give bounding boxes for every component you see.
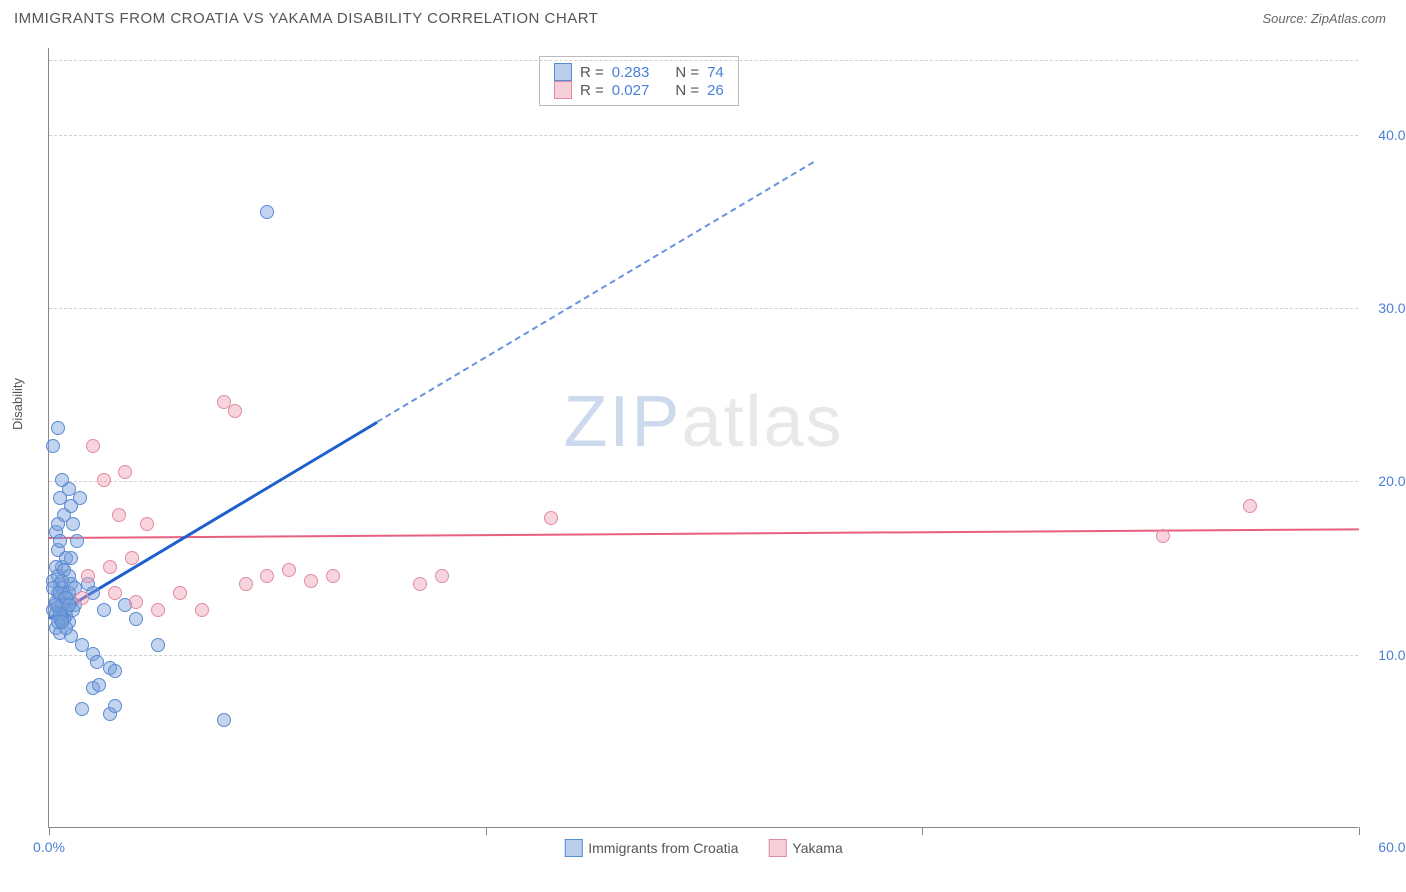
- legend-label: Yakama: [792, 840, 842, 856]
- gridline-h: [49, 135, 1358, 136]
- data-point: [53, 534, 67, 548]
- data-point: [55, 615, 69, 629]
- watermark: ZIPatlas: [563, 381, 843, 463]
- data-point: [195, 603, 209, 617]
- data-point: [66, 517, 80, 531]
- data-point: [544, 511, 558, 525]
- r-value: 0.283: [612, 64, 650, 81]
- data-point: [228, 404, 242, 418]
- data-point: [173, 586, 187, 600]
- r-value: 0.027: [612, 82, 650, 99]
- r-label: R =: [580, 64, 604, 81]
- data-point: [129, 612, 143, 626]
- xtick-label: 0.0%: [33, 839, 65, 855]
- legend-label: Immigrants from Croatia: [588, 840, 738, 856]
- ytick-label: 30.0%: [1378, 300, 1406, 316]
- data-point: [108, 586, 122, 600]
- data-point: [326, 569, 340, 583]
- data-point: [64, 551, 78, 565]
- data-point: [239, 577, 253, 591]
- data-point: [51, 517, 65, 531]
- data-point: [97, 603, 111, 617]
- data-point: [118, 465, 132, 479]
- xtick: [49, 827, 50, 835]
- data-point: [282, 563, 296, 577]
- data-point: [260, 569, 274, 583]
- chart-title: IMMIGRANTS FROM CROATIA VS YAKAMA DISABI…: [14, 10, 598, 27]
- n-value: 26: [707, 82, 724, 99]
- data-point: [112, 508, 126, 522]
- data-point: [75, 702, 89, 716]
- legend-item-yakama: Yakama: [768, 839, 842, 857]
- gridline-h: [49, 655, 1358, 656]
- swatch-blue-icon: [554, 63, 572, 81]
- xtick: [1359, 827, 1360, 835]
- data-point: [413, 577, 427, 591]
- data-point: [62, 598, 76, 612]
- data-point: [1156, 529, 1170, 543]
- data-point: [108, 699, 122, 713]
- data-point: [151, 638, 165, 652]
- legend-item-croatia: Immigrants from Croatia: [564, 839, 738, 857]
- n-label: N =: [675, 64, 699, 81]
- trend-line: [376, 161, 814, 423]
- header: IMMIGRANTS FROM CROATIA VS YAKAMA DISABI…: [0, 0, 1406, 32]
- data-point: [51, 421, 65, 435]
- ytick-label: 40.0%: [1378, 127, 1406, 143]
- source-prefix: Source:: [1262, 11, 1310, 26]
- data-point: [86, 439, 100, 453]
- swatch-pink-icon: [554, 81, 572, 99]
- data-point: [73, 491, 87, 505]
- data-point: [217, 713, 231, 727]
- data-point: [103, 560, 117, 574]
- xtick-label: 60.0%: [1378, 839, 1406, 855]
- data-point: [140, 517, 154, 531]
- data-point: [435, 569, 449, 583]
- swatch-pink-icon: [768, 839, 786, 857]
- data-point: [75, 591, 89, 605]
- r-label: R =: [580, 82, 604, 99]
- data-point: [55, 473, 69, 487]
- data-point: [70, 534, 84, 548]
- legend-row-yakama: R = 0.027 N = 26: [554, 81, 724, 99]
- data-point: [260, 205, 274, 219]
- xtick: [922, 827, 923, 835]
- source-name: ZipAtlas.com: [1311, 11, 1386, 26]
- data-point: [92, 678, 106, 692]
- xtick: [486, 827, 487, 835]
- gridline-h: [49, 308, 1358, 309]
- watermark-zip: ZIP: [563, 382, 681, 462]
- chart-plot-area: ZIPatlas R = 0.283 N = 74 R = 0.027 N = …: [48, 48, 1358, 828]
- data-point: [81, 569, 95, 583]
- ytick-label: 20.0%: [1378, 473, 1406, 489]
- data-point: [151, 603, 165, 617]
- data-point: [46, 439, 60, 453]
- data-point: [129, 595, 143, 609]
- data-point: [125, 551, 139, 565]
- watermark-atlas: atlas: [681, 382, 843, 462]
- data-point: [55, 574, 69, 588]
- ytick-label: 10.0%: [1378, 647, 1406, 663]
- data-point: [90, 655, 104, 669]
- legend-row-croatia: R = 0.283 N = 74: [554, 63, 724, 81]
- source-attribution: Source: ZipAtlas.com: [1262, 11, 1386, 26]
- gridline-h: [49, 481, 1358, 482]
- y-axis-label: Disability: [10, 378, 25, 430]
- legend-series: Immigrants from Croatia Yakama: [564, 839, 842, 857]
- data-point: [97, 473, 111, 487]
- data-point: [1243, 499, 1257, 513]
- n-value: 74: [707, 64, 724, 81]
- legend-stats: R = 0.283 N = 74 R = 0.027 N = 26: [539, 56, 739, 106]
- data-point: [304, 574, 318, 588]
- swatch-blue-icon: [564, 839, 582, 857]
- data-point: [108, 664, 122, 678]
- gridline-h: [49, 60, 1358, 61]
- n-label: N =: [675, 82, 699, 99]
